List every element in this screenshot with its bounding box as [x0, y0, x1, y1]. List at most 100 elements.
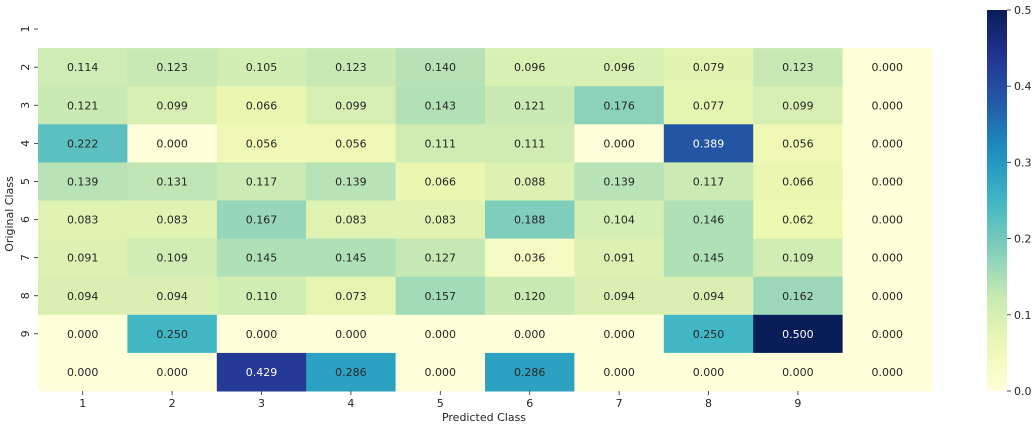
heatmap-cell — [395, 352, 486, 392]
heatmap-cell — [127, 238, 218, 278]
cell-value-label: 0.000 — [782, 366, 814, 379]
cell-value-label: 0.000 — [246, 328, 278, 341]
heatmap-cell — [306, 238, 397, 278]
cell-value-label: 0.000 — [603, 137, 635, 150]
cell-value-label: 0.066 — [782, 175, 814, 188]
heatmap-cell — [127, 352, 218, 392]
y-tick-label: 3 — [19, 102, 32, 109]
cell-value-label: 0.250 — [156, 328, 188, 341]
heatmap-cell — [753, 200, 844, 240]
cell-value-label: 0.077 — [693, 99, 725, 112]
cell-value-label: 0.145 — [335, 252, 367, 265]
y-axis-ticks: 1 2 3 4 5 6 7 8 9 — [19, 26, 38, 337]
heatmap-cell — [127, 162, 218, 201]
cell-value-label: 0.500 — [782, 328, 814, 341]
cell-value-label: 0.083 — [156, 214, 188, 227]
cell-value-label: 0.083 — [335, 214, 367, 227]
cell-value-label: 0.073 — [335, 290, 367, 303]
cell-value-label: 0.120 — [514, 290, 546, 303]
cell-value-label: 0.056 — [246, 137, 278, 150]
heatmap-cell — [485, 200, 575, 240]
colorbar-tick-label: 0.1 — [1014, 309, 1032, 322]
cell-value-label: 0.056 — [782, 137, 814, 150]
cell-value-label: 0.110 — [246, 290, 278, 303]
x-tick-label: 2 — [169, 397, 176, 410]
x-axis-label: Predicted Class — [442, 411, 526, 424]
heatmap-cell — [38, 314, 128, 354]
cell-value-label: 0.250 — [693, 328, 725, 341]
x-axis-ticks: 1 2 3 4 5 6 7 8 9 — [79, 391, 801, 410]
colorbar-ticks: 0.0 0.1 0.2 0.3 0.4 0.5 — [1007, 4, 1032, 398]
cell-value-label: 0.099 — [156, 99, 188, 112]
cell-value-label: 0.096 — [514, 61, 546, 74]
cell-value-label: 0.188 — [514, 214, 546, 227]
cell-value-label: 0.000 — [156, 137, 188, 150]
cell-annotations: 0.114 0.123 0.105 0.123 0.140 0.096 0.096 0.079… — [67, 61, 903, 379]
heatmap-cell — [485, 276, 575, 316]
heatmap-cell — [663, 124, 754, 163]
heatmap-cell — [574, 200, 665, 240]
heatmap-cell — [842, 238, 933, 278]
heatmap-cell — [395, 314, 486, 354]
heatmap-cells — [38, 48, 933, 392]
cell-value-label: 0.083 — [425, 214, 457, 227]
cell-value-label: 0.088 — [514, 175, 546, 188]
colorbar-tick-label: 0.0 — [1014, 385, 1032, 398]
cell-value-label: 0.000 — [67, 366, 99, 379]
cell-value-label: 0.000 — [872, 252, 904, 265]
colorbar-tick-label: 0.2 — [1014, 233, 1032, 246]
cell-value-label: 0.000 — [156, 366, 188, 379]
heatmap-cell — [216, 314, 307, 354]
heatmap-cell — [127, 276, 218, 316]
colorbar-tick-label: 0.5 — [1014, 4, 1032, 17]
heatmap-cell — [842, 352, 933, 392]
heatmap-cell — [38, 200, 128, 240]
cell-value-label: 0.176 — [603, 99, 635, 112]
heatmap-cell — [38, 238, 128, 278]
cell-value-label: 0.000 — [872, 61, 904, 74]
heatmap-cell — [663, 314, 754, 354]
y-axis-label: Original Class — [3, 176, 16, 252]
y-tick-label: 1 — [19, 26, 32, 33]
cell-value-label: 0.056 — [335, 137, 367, 150]
heatmap-cell — [663, 162, 754, 201]
x-tick-label: 6 — [526, 397, 533, 410]
heatmap-cell — [574, 238, 665, 278]
cell-value-label: 0.094 — [693, 290, 725, 303]
heatmap-cell — [395, 276, 486, 316]
heatmap-cell — [306, 162, 397, 201]
heatmap-cell — [753, 276, 844, 316]
heatmap-cell — [216, 86, 307, 125]
cell-value-label: 0.389 — [693, 137, 725, 150]
heatmap-cell — [485, 162, 575, 201]
cell-value-label: 0.000 — [335, 328, 367, 341]
y-tick-label: 2 — [19, 64, 32, 71]
cell-value-label: 0.139 — [603, 175, 635, 188]
cell-value-label: 0.094 — [67, 290, 99, 303]
cell-value-label: 0.000 — [872, 214, 904, 227]
cell-value-label: 0.094 — [603, 290, 635, 303]
heatmap-cell — [306, 124, 397, 163]
x-tick-label: 8 — [705, 397, 712, 410]
cell-value-label: 0.123 — [335, 61, 367, 74]
cell-value-label: 0.000 — [67, 328, 99, 341]
colorbar-tick-label: 0.4 — [1014, 80, 1032, 93]
heatmap-cell — [127, 314, 218, 354]
heatmap-cell — [38, 352, 128, 392]
y-tick-label: 6 — [19, 216, 32, 223]
cell-value-label: 0.066 — [246, 99, 278, 112]
heatmap-cell — [574, 48, 665, 87]
cell-value-label: 0.000 — [872, 328, 904, 341]
heatmap-cell — [753, 238, 844, 278]
cell-value-label: 0.066 — [425, 175, 457, 188]
heatmap-cell — [38, 162, 128, 201]
heatmap-cell — [485, 238, 575, 278]
cell-value-label: 0.000 — [872, 366, 904, 379]
heatmap-cell — [216, 238, 307, 278]
heatmap-cell — [842, 86, 933, 125]
cell-value-label: 0.222 — [67, 137, 99, 150]
x-tick-label: 4 — [347, 397, 354, 410]
heatmap-cell — [306, 200, 397, 240]
x-tick-label: 7 — [616, 397, 623, 410]
